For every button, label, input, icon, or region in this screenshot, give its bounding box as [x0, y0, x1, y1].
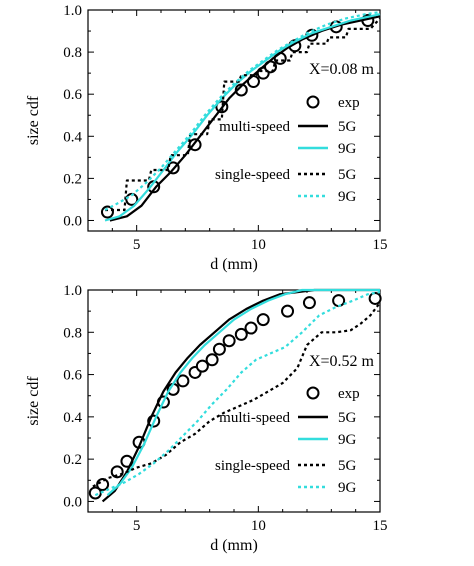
y-tick-label: 0.8 — [63, 325, 82, 341]
y-axis-label: size cdf — [25, 95, 42, 145]
legend-group-label: multi-speed — [219, 410, 290, 426]
series-line-single-speed-5G — [92, 302, 381, 488]
x-tick-label: 15 — [373, 237, 388, 253]
legend-marker-exp — [306, 95, 320, 109]
legend-entry-label: 5G — [338, 458, 357, 474]
data-point-exp — [212, 342, 226, 356]
y-tick-label: 0.4 — [63, 129, 82, 145]
x-tick-label: 10 — [251, 518, 266, 534]
series-line-single-speed-9G — [104, 11, 381, 211]
y-tick-label: 0.6 — [63, 87, 82, 103]
data-point-exp — [332, 294, 346, 308]
x-axis-label: d (mm) — [210, 537, 258, 554]
data-point-exp — [234, 83, 248, 97]
data-point-exp — [302, 296, 316, 310]
data-point-exp — [222, 334, 236, 348]
data-point-exp — [88, 486, 102, 500]
legend-entry-label: 9G — [338, 432, 357, 448]
data-point-exp — [176, 374, 190, 388]
x-tick-label: 5 — [133, 237, 141, 253]
series-line-single-speed-5G — [105, 17, 381, 212]
data-point-exp — [110, 465, 124, 479]
y-axis-label: size cdf — [25, 376, 42, 426]
legend-entry-label: 9G — [338, 480, 357, 496]
x-tick-label: 5 — [133, 518, 141, 534]
legend-entry-label: 5G — [338, 167, 357, 183]
legend-entry-label: 9G — [338, 189, 357, 205]
legend-entry-label: 5G — [338, 119, 357, 135]
data-point-exp — [368, 291, 382, 305]
legend-marker-exp — [306, 386, 320, 400]
y-tick-label: 1.0 — [63, 283, 82, 299]
series-line-single-speed-9G — [94, 291, 381, 497]
legend-group-label: single-speed — [215, 458, 290, 474]
legend-label-exp: exp — [338, 95, 360, 111]
x-tick-label: 10 — [251, 237, 266, 253]
y-tick-label: 0.6 — [63, 368, 82, 384]
panel-annotation: X=0.52 m — [309, 353, 375, 370]
data-point-exp — [281, 304, 295, 318]
y-tick-label: 0.2 — [63, 171, 82, 187]
y-tick-label: 0.4 — [63, 410, 82, 426]
data-point-exp — [234, 327, 248, 341]
legend-label-exp: exp — [338, 386, 360, 402]
y-tick-label: 0.0 — [63, 213, 82, 229]
legend-entry-label: 5G — [338, 410, 357, 426]
y-tick-label: 0.2 — [63, 452, 82, 468]
y-tick-label: 1.0 — [63, 3, 82, 19]
data-point-exp — [195, 359, 209, 373]
x-tick-label: 15 — [373, 518, 388, 534]
series-line-multi-speed-9G — [106, 288, 380, 496]
legend-entry-label: 9G — [338, 141, 357, 157]
x-axis-label: d (mm) — [210, 256, 258, 273]
legend-group-label: multi-speed — [219, 119, 290, 135]
data-point-exp — [96, 478, 110, 492]
data-point-exp — [100, 205, 114, 219]
plot-frame — [87, 289, 381, 513]
data-point-exp — [256, 313, 270, 327]
y-tick-label: 0.0 — [63, 494, 82, 510]
series-line-multi-speed-9G — [104, 13, 381, 222]
legend-group-label: single-speed — [215, 167, 290, 183]
data-point-exp — [205, 353, 219, 367]
data-point-exp — [244, 321, 258, 335]
y-tick-label: 0.8 — [63, 45, 82, 61]
panel-annotation: X=0.08 m — [309, 61, 375, 78]
